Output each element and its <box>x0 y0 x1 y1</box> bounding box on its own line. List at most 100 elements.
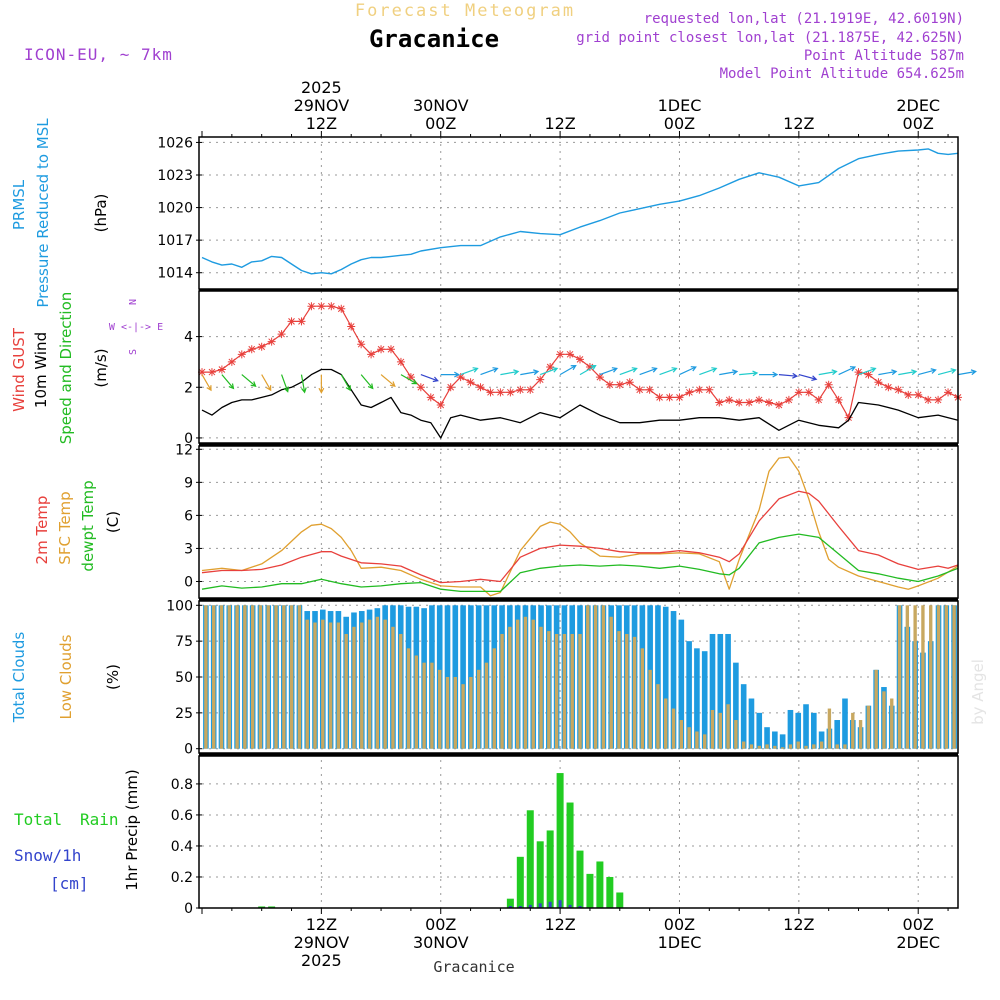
gust-point <box>317 302 326 311</box>
total-cloud-bar <box>772 731 778 749</box>
low-cloud-bar <box>406 648 411 749</box>
wind-direction-arrow <box>480 367 499 376</box>
gust-point <box>665 393 674 402</box>
dewpt-temp-line <box>201 533 959 593</box>
gust-point <box>924 395 933 404</box>
wind-direction-arrow <box>340 374 351 392</box>
low-cloud-bar <box>944 605 948 749</box>
gust-point <box>765 398 773 407</box>
x-label-top: 12Z <box>544 114 575 133</box>
x-label-bottom: 00Z <box>664 915 695 934</box>
wind-direction-arrow <box>500 369 520 376</box>
x-label-bottom: 1DEC <box>658 933 702 952</box>
gust-point <box>864 370 873 379</box>
snow-bar <box>518 906 522 908</box>
rain-bar <box>586 873 594 908</box>
requested-coords: requested lon,lat (21.1919E, 42.6019N) <box>644 11 964 27</box>
x-label-top: 12Z <box>306 114 337 133</box>
low-cloud-bar <box>336 622 341 749</box>
low-cloud-bar <box>897 605 902 749</box>
low-cloud-bar <box>780 747 785 749</box>
precip-labels: Total Rain Snow/1h [cm] 1hr Precip (mm) <box>14 769 141 893</box>
y-tick-label: 0.2 <box>171 870 193 886</box>
gust-point <box>526 385 535 394</box>
wind-direction-arrow <box>719 369 739 376</box>
x-label-top: 00Z <box>664 114 695 133</box>
gust-point <box>327 302 336 311</box>
low-cloud-bar <box>734 720 738 749</box>
total-cloud-bar <box>795 712 802 749</box>
low-cloud-bar <box>617 631 621 749</box>
snow-bar <box>548 901 552 908</box>
wind-direction-arrow <box>360 374 374 390</box>
wind-direction-arrow <box>318 374 325 394</box>
low-cloud-bar <box>547 631 551 749</box>
total-cloud-bar <box>779 734 786 749</box>
low-cloud-bar <box>554 633 559 749</box>
cloud-unit-label: (%) <box>104 664 122 690</box>
wind-direction-arrow <box>639 367 658 376</box>
gust-point <box>804 388 813 397</box>
y-tick-label: 50 <box>175 670 193 686</box>
low-cloud-bar <box>422 662 426 749</box>
gust-point <box>496 388 505 397</box>
low-cloud-bar <box>539 626 543 749</box>
pressure-unit-label: (hPa) <box>92 194 110 233</box>
wind-direction-arrow <box>858 367 877 376</box>
temp-dewpt-label: dewpt Temp <box>79 480 97 571</box>
low-cloud-bar <box>578 633 582 749</box>
x-label-bottom: 12Z <box>783 915 814 934</box>
point-altitude: Point Altitude 587m <box>804 48 964 64</box>
gust-point <box>755 395 764 404</box>
rain-bar <box>526 810 534 908</box>
snow-bar <box>538 903 542 908</box>
low-cloud-bar <box>383 619 387 749</box>
gust-point <box>585 363 594 371</box>
gust-point <box>645 385 654 394</box>
y-tick-label: 1026 <box>157 135 193 151</box>
gust-point <box>705 385 714 394</box>
low-cloud-bar <box>297 605 302 749</box>
gust-point <box>347 322 356 331</box>
gust-point <box>367 350 376 359</box>
low-cloud-bar <box>804 745 808 749</box>
total-cloud-bar <box>670 611 677 749</box>
wind-gust-label: Wind GUST <box>10 327 28 412</box>
precip-snow-label: Snow/1h <box>14 846 81 865</box>
total-cloud-bar <box>686 641 692 749</box>
x-label-bottom: 30NOV <box>413 933 469 952</box>
x-label-bottom: 12Z <box>306 915 337 934</box>
low-cloud-bar <box>445 677 450 749</box>
low-cloud-bar <box>749 744 754 749</box>
gust-point <box>426 393 435 402</box>
total-cloud-bar <box>733 662 739 749</box>
gust-point <box>516 385 525 394</box>
panel-frame <box>198 136 959 290</box>
low-cloud-bar <box>625 633 629 749</box>
gust-point <box>725 395 734 404</box>
y-tick-label: 0 <box>184 901 193 917</box>
wind-direction-arrow <box>818 369 838 376</box>
low-cloud-bar <box>936 605 941 749</box>
low-cloud-bar <box>274 605 278 749</box>
gust-point <box>834 395 843 404</box>
low-cloud-bar <box>453 677 457 749</box>
low-cloud-bar <box>952 605 956 749</box>
low-cloud-bar <box>718 712 722 749</box>
y-tick-label: 0.8 <box>171 777 193 793</box>
low-cloud-bar <box>866 705 871 749</box>
wind-direction-arrow <box>440 371 460 378</box>
gust-point <box>536 375 545 384</box>
x-label-top: 29NOV <box>294 96 350 115</box>
low-cloud-bar <box>328 622 333 749</box>
x-label-top: 2025 <box>301 78 342 97</box>
model-point-altitude: Model Point Altitude 654.625m <box>720 66 964 82</box>
temp-2m-label: 2m Temp <box>33 496 51 565</box>
low-cloud-bar <box>851 712 855 749</box>
low-cloud-bar <box>289 605 294 749</box>
rain-bar <box>596 861 604 908</box>
low-cloud-bar <box>399 633 403 749</box>
gust-point <box>446 383 455 392</box>
gust-point <box>844 413 853 422</box>
